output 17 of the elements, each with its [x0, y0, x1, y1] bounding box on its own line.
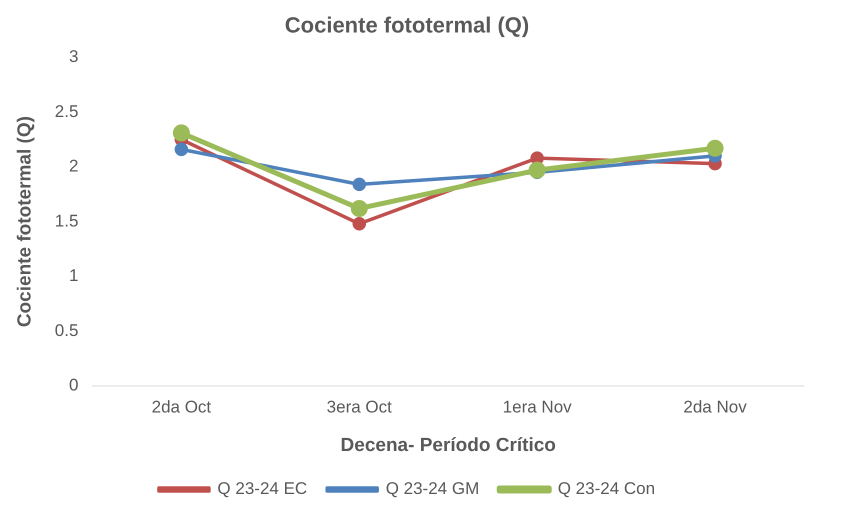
x-tick-label: 2da Nov: [683, 398, 748, 417]
x-tick-label: 2da Oct: [152, 398, 212, 417]
y-tick-label: 2.5: [54, 102, 78, 121]
legend-label: Q 23-24 EC: [217, 479, 308, 498]
chart-title: Cociente fototermal (Q): [284, 12, 530, 38]
y-axis-title: Cociente fototermal (Q): [14, 116, 36, 328]
y-tick-label: 0: [68, 375, 78, 394]
y-tick-label: 2: [68, 156, 78, 176]
y-tick-label: 1.5: [54, 211, 78, 230]
x-axis-title: Decena- Período Crítico: [340, 434, 556, 456]
x-tick-label: 3era Oct: [326, 398, 392, 417]
y-tick-label: 3: [68, 47, 78, 66]
legend-label: Q 23-24 Con: [558, 479, 656, 498]
y-tick-label: 1: [68, 266, 78, 286]
y-tick-label: 0.5: [54, 320, 78, 340]
x-tick-label: 1era Nov: [502, 398, 572, 417]
legend-label: Q 23-24 GM: [386, 479, 480, 498]
